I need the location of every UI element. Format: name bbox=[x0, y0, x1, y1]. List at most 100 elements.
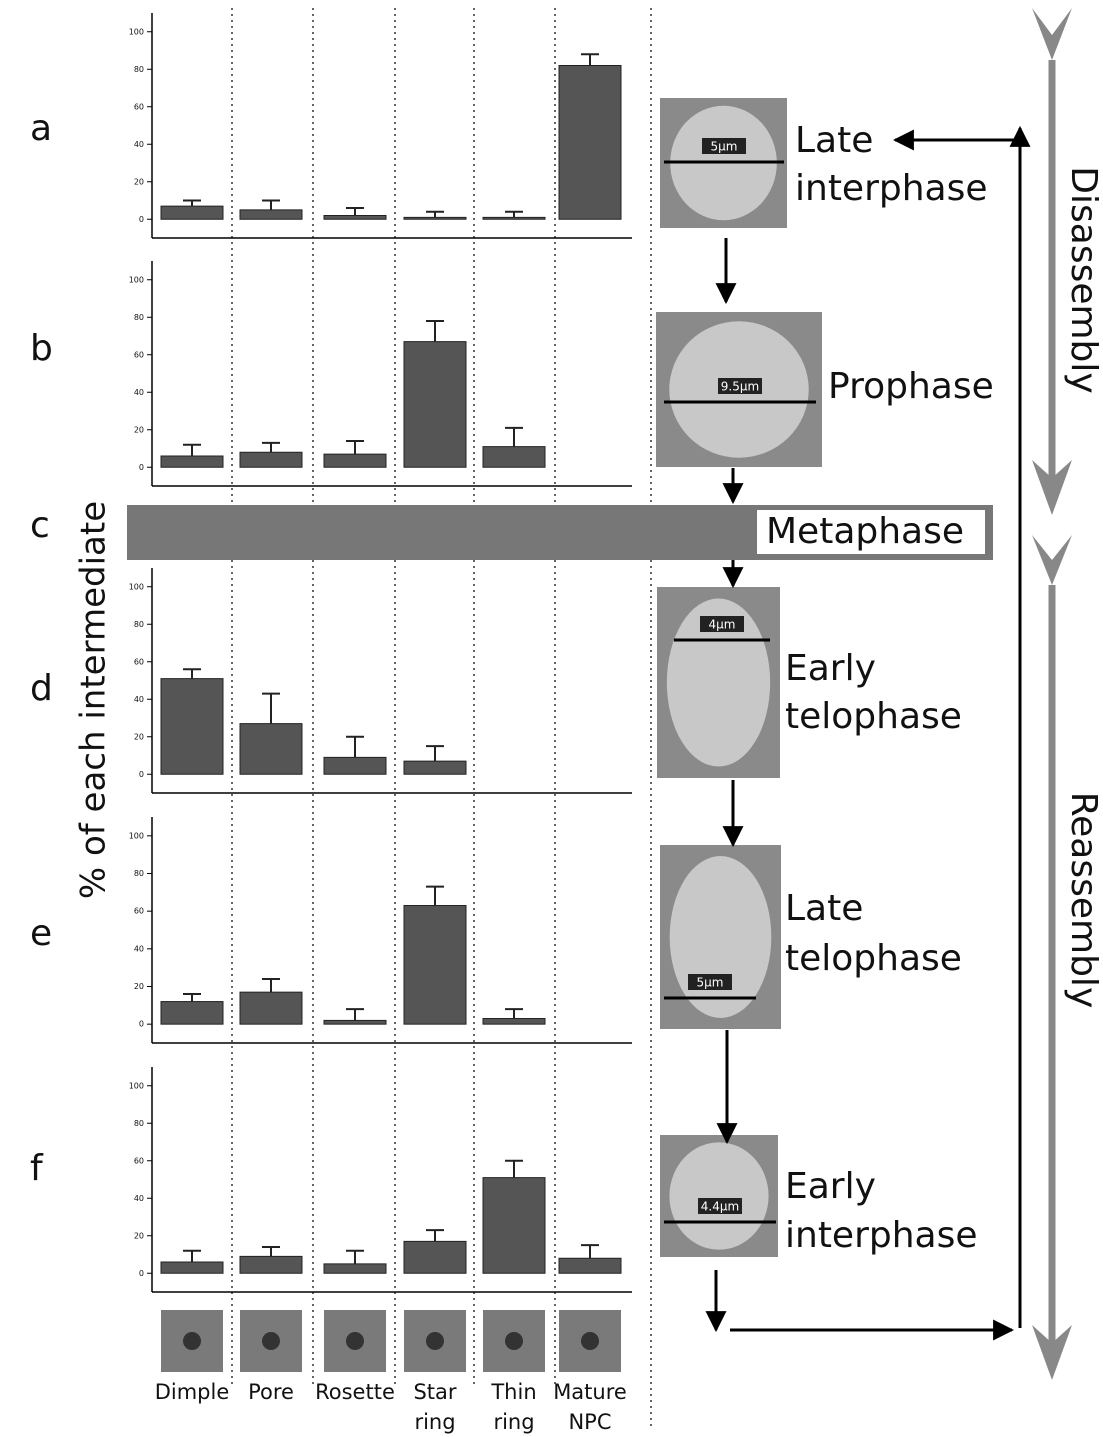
bar bbox=[239, 451, 303, 468]
bar bbox=[403, 760, 467, 775]
scale-label: 5µm bbox=[711, 140, 738, 154]
metaphase-box bbox=[757, 510, 985, 554]
x-tick-label: Dimple bbox=[155, 1380, 230, 1404]
y-tick-label: 60 bbox=[134, 1156, 144, 1165]
thumbnail-pore bbox=[426, 1332, 444, 1350]
x-tick-label: Thin bbox=[490, 1380, 536, 1404]
bar bbox=[160, 455, 224, 468]
stage-label: interphase bbox=[785, 1215, 978, 1256]
scale-box bbox=[698, 1198, 742, 1214]
thumbnail-pore bbox=[346, 1332, 364, 1350]
bar bbox=[160, 205, 224, 220]
scale-label: 9.5µm bbox=[721, 380, 759, 394]
phase-label: Disassembly bbox=[1063, 166, 1103, 393]
x-tick-label: Rosette bbox=[315, 1380, 395, 1404]
charts: 0 20 40 60 80 100 a 5µm Late interphase 0 20 40 60 80 1… bbox=[30, 13, 994, 1434]
y-tick-label: 100 bbox=[129, 831, 144, 840]
y-tick-label: 40 bbox=[134, 140, 144, 149]
y-tick-label: 80 bbox=[134, 65, 144, 74]
y-tick-label: 20 bbox=[134, 1231, 144, 1240]
gray-arrows bbox=[1032, 8, 1072, 1380]
y-tick-label: 60 bbox=[134, 350, 144, 359]
panel-label: a bbox=[30, 108, 52, 149]
bar bbox=[323, 215, 387, 220]
bar bbox=[323, 756, 387, 775]
x-tick-label: ring bbox=[414, 1410, 455, 1434]
y-tick-label: 60 bbox=[134, 657, 144, 666]
bar bbox=[160, 678, 224, 775]
stage-label: telophase bbox=[785, 938, 962, 979]
bar bbox=[239, 209, 303, 220]
scale-box bbox=[688, 974, 732, 990]
bar bbox=[239, 1255, 303, 1274]
y-tick-label: 20 bbox=[134, 732, 144, 741]
scale-label: 5µm bbox=[697, 976, 724, 990]
y-tick-label: 0 bbox=[139, 215, 144, 224]
y-tick-label: 40 bbox=[134, 695, 144, 704]
stage-label: Prophase bbox=[828, 366, 994, 407]
y-tick-label: 100 bbox=[129, 582, 144, 591]
stage-label: Late bbox=[785, 888, 863, 929]
x-tick-label: NPC bbox=[568, 1410, 611, 1434]
thumbnail-pore bbox=[262, 1332, 280, 1350]
y-tick-label: 20 bbox=[134, 982, 144, 991]
bar bbox=[160, 1261, 224, 1274]
y-tick-label: 40 bbox=[134, 388, 144, 397]
y-tick-label: 100 bbox=[129, 27, 144, 36]
y-tick-label: 80 bbox=[134, 620, 144, 629]
bar bbox=[403, 341, 467, 468]
y-tick-label: 80 bbox=[134, 1119, 144, 1128]
bar bbox=[323, 1263, 387, 1274]
stage-label: Late bbox=[795, 120, 873, 161]
y-tick-label: 20 bbox=[134, 177, 144, 186]
stage-label: Metaphase bbox=[766, 511, 964, 552]
y-axis-title: % of each intermediate bbox=[74, 501, 114, 899]
panel-label: b bbox=[30, 328, 53, 369]
y-tick-label: 100 bbox=[129, 1081, 144, 1090]
bar bbox=[482, 1177, 546, 1274]
bar bbox=[239, 991, 303, 1025]
scale-box bbox=[718, 378, 762, 394]
scale-label: 4.4µm bbox=[701, 1200, 739, 1214]
bar bbox=[323, 1019, 387, 1025]
stage-label: Early bbox=[785, 1166, 876, 1207]
y-tick-label: 80 bbox=[134, 313, 144, 322]
phase-label: Reassembly bbox=[1063, 792, 1103, 1009]
bar bbox=[558, 1257, 622, 1274]
cell bbox=[669, 856, 772, 1018]
y-tick-label: 40 bbox=[134, 944, 144, 953]
scale-box bbox=[700, 616, 744, 632]
y-tick-label: 40 bbox=[134, 1194, 144, 1203]
x-tick-label: Pore bbox=[248, 1380, 294, 1404]
panel-label: d bbox=[30, 668, 53, 709]
y-tick-label: 60 bbox=[134, 102, 144, 111]
stage-label: Early bbox=[785, 648, 876, 689]
panel-label: f bbox=[30, 1148, 44, 1189]
stage-label: interphase bbox=[795, 168, 988, 209]
thumbnail-pore bbox=[505, 1332, 523, 1350]
thumbnail-pore bbox=[581, 1332, 599, 1350]
scale-box bbox=[702, 138, 746, 154]
flow-arrows bbox=[705, 125, 1031, 1341]
y-tick-label: 0 bbox=[139, 770, 144, 779]
y-tick-label: 80 bbox=[134, 869, 144, 878]
y-tick-label: 60 bbox=[134, 907, 144, 916]
scale-label: 4µm bbox=[709, 618, 736, 632]
bar bbox=[403, 216, 467, 220]
bar bbox=[323, 453, 387, 468]
y-tick-label: 0 bbox=[139, 463, 144, 472]
y-tick-label: 0 bbox=[139, 1269, 144, 1278]
stage-label: telophase bbox=[785, 696, 962, 737]
y-tick-label: 20 bbox=[134, 425, 144, 434]
y-tick-label: 100 bbox=[129, 275, 144, 284]
thumbnail-pore bbox=[183, 1332, 201, 1350]
bar bbox=[239, 723, 303, 775]
x-tick-label: Mature bbox=[553, 1380, 627, 1404]
bar bbox=[482, 446, 546, 468]
bar bbox=[160, 1001, 224, 1025]
bar bbox=[482, 216, 546, 220]
panel-label: c bbox=[30, 505, 50, 546]
cell bbox=[669, 1142, 769, 1250]
bar bbox=[482, 1018, 546, 1025]
